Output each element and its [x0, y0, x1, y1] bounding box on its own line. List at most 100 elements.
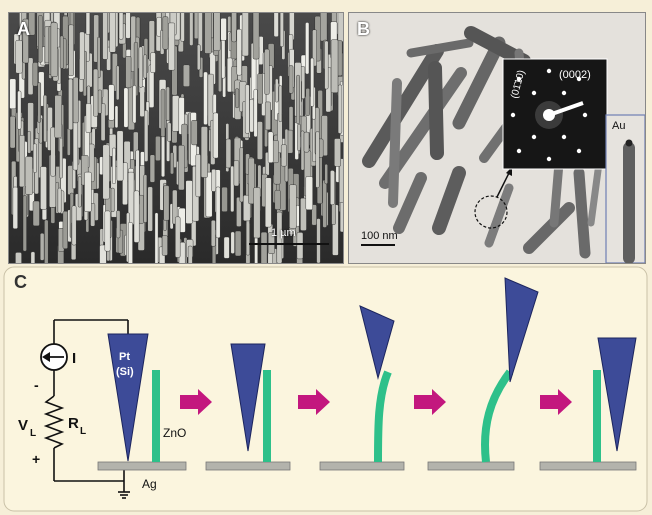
sem-nanorod	[85, 13, 91, 35]
sem-nanorod	[59, 137, 63, 179]
sem-nanorod	[330, 170, 335, 205]
diffraction-spot	[531, 134, 537, 140]
sem-nanorod	[40, 166, 47, 210]
scale-bar-label-a: 1 µm	[271, 227, 296, 239]
sem-nanorod	[265, 177, 272, 228]
sem-nanorod	[180, 13, 185, 42]
sem-nanorod	[264, 48, 270, 95]
sem-nanorod	[32, 200, 40, 227]
sem-nanorod	[249, 99, 254, 133]
diffraction-spot	[531, 90, 537, 96]
sem-nanorod	[115, 65, 120, 101]
sem-nanorod	[9, 115, 16, 149]
sem-nanorod	[296, 74, 300, 125]
sem-nanorod	[305, 22, 310, 75]
sem-nanorod	[200, 126, 208, 178]
sem-nanorod	[109, 13, 116, 53]
sem-nanorod	[337, 13, 343, 42]
sem-nanorod	[116, 210, 121, 239]
sem-nanorod	[310, 57, 315, 107]
sem-nanorod	[79, 31, 85, 80]
panel-a-label: A	[17, 19, 30, 39]
sem-nanorod	[67, 128, 71, 156]
sem-nanorod	[305, 88, 310, 116]
diffraction-spot	[561, 134, 567, 140]
sem-nanorod	[189, 13, 194, 46]
sem-nanorod	[118, 13, 124, 40]
sem-nanorod	[38, 15, 43, 63]
sem-nanorod	[162, 16, 169, 50]
sem-nanorod	[279, 13, 284, 47]
diffraction-spot	[576, 148, 582, 154]
resistor-label: R	[68, 415, 79, 432]
sem-nanorod	[84, 171, 92, 212]
tip-label-si: (Si)	[116, 366, 134, 378]
sem-nanorod	[19, 135, 26, 188]
sem-nanorod	[30, 251, 36, 263]
ag-label: Ag	[142, 477, 157, 491]
sem-nanorod	[167, 122, 172, 142]
sem-nanorod	[239, 147, 244, 203]
sem-nanorod	[77, 176, 82, 208]
sem-nanorod	[236, 29, 242, 76]
sem-nanorod	[265, 101, 271, 131]
sem-nanorod	[62, 210, 68, 249]
selected-area-circle	[474, 195, 508, 229]
bending-schematic: I - V L R L + Pt (Si) ZnO Ag	[3, 266, 648, 512]
sem-nanorod	[160, 88, 166, 138]
sem-nanorod	[324, 40, 329, 90]
sem-nanorod	[139, 86, 145, 117]
sem-nanorod	[15, 40, 23, 74]
sem-nanorod	[220, 17, 227, 41]
sem-nanorod	[303, 131, 310, 153]
voltage-subscript: L	[30, 428, 36, 439]
panel-c-schematic: I - V L R L + Pt (Si) ZnO Ag	[0, 266, 652, 515]
panel-b-tem-image: 100 nm (0002) (01̄10) Au B	[348, 12, 646, 264]
stage-5	[539, 337, 637, 471]
sem-nanorod	[170, 152, 174, 175]
sem-nanorod	[253, 187, 261, 239]
afm-tip-1	[107, 333, 149, 462]
sem-nanorod	[230, 231, 235, 254]
stage-4	[427, 277, 539, 471]
sem-nanorod	[50, 126, 56, 177]
pointer-arrow	[496, 172, 510, 198]
sem-nanorod	[248, 157, 255, 205]
sem-nanorod	[110, 187, 115, 212]
diffraction-spot	[582, 112, 588, 118]
sem-nanorod	[40, 232, 45, 261]
voltage-label: V	[18, 417, 28, 434]
diffraction-spot	[546, 156, 552, 162]
sem-nanorod	[133, 190, 140, 243]
sem-nanorod	[289, 184, 297, 229]
arrow-1	[180, 389, 212, 415]
sem-nanorod	[22, 18, 29, 64]
sem-nanorod	[123, 87, 129, 128]
sem-nanorod	[93, 68, 99, 117]
sem-nanorod	[27, 130, 31, 154]
sem-nanorod	[275, 78, 279, 103]
sem-nanorod	[37, 82, 42, 123]
sem-nanorod	[27, 57, 34, 95]
sem-nanorod	[231, 13, 237, 43]
diffraction-spot	[576, 76, 582, 82]
sem-nanorod	[59, 35, 64, 69]
sem-nanorod	[28, 13, 36, 36]
sem-nanorod	[296, 204, 300, 227]
sem-nanorod	[296, 232, 304, 260]
diffraction-pattern-inset	[502, 58, 608, 170]
sem-nanorod	[168, 22, 175, 71]
sem-nanorod	[12, 186, 18, 229]
sem-nanorod	[154, 212, 159, 263]
sem-nanorod	[71, 205, 77, 246]
sem-nanorod	[175, 216, 181, 258]
sem-nanorod	[315, 131, 320, 188]
sem-nanorod	[245, 218, 250, 256]
sem-nanorod	[244, 84, 250, 134]
au-label: Au	[612, 120, 625, 132]
sem-nanorod	[172, 95, 180, 132]
resistor-subscript: L	[80, 426, 86, 437]
sem-nanorod	[57, 187, 62, 214]
sem-nanorod	[85, 103, 92, 133]
